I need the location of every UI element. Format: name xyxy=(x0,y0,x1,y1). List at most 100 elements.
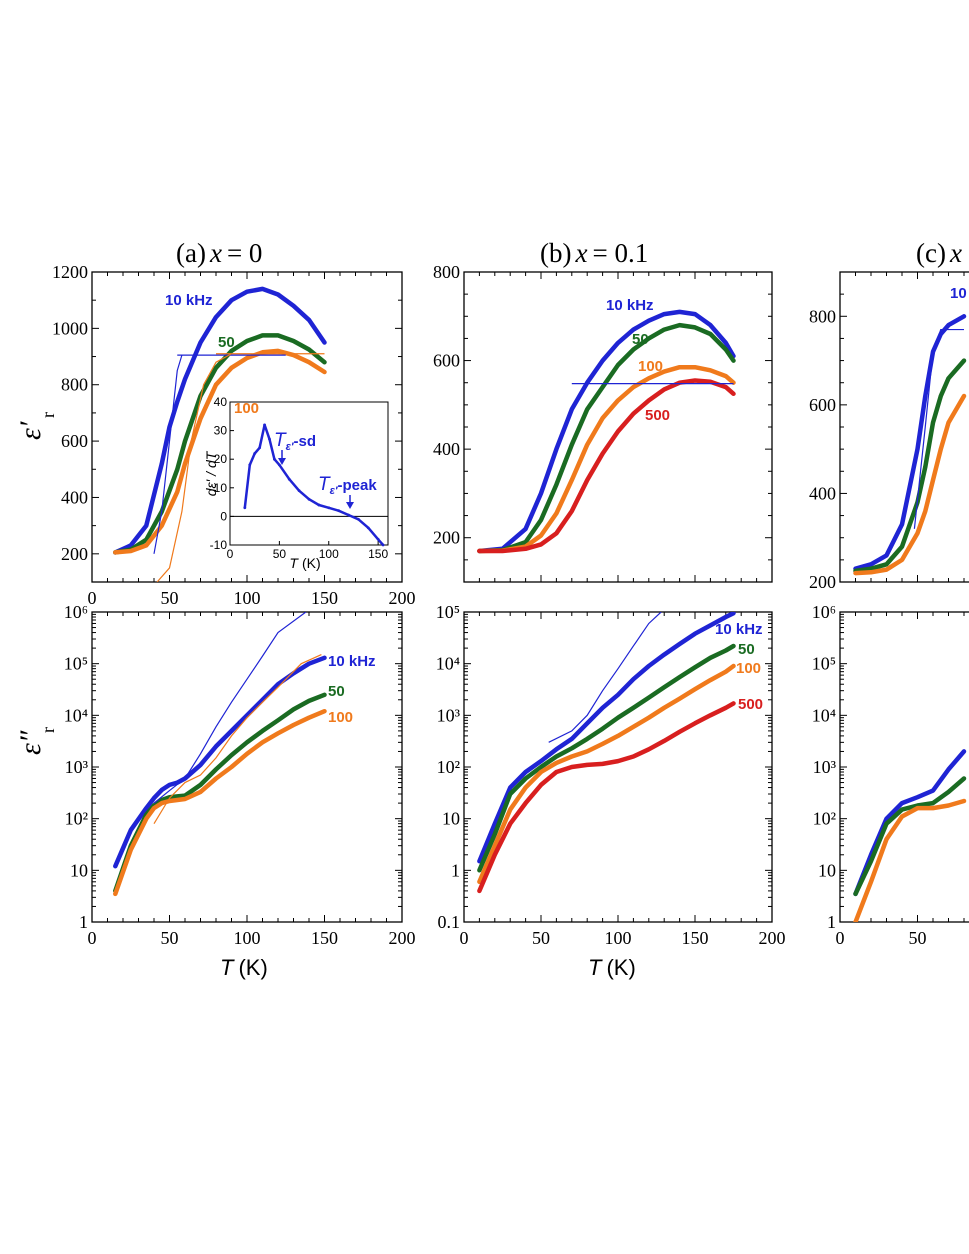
data-point xyxy=(923,465,927,469)
data-point xyxy=(585,443,589,447)
y-tick-label: 400 xyxy=(61,487,88,507)
data-point xyxy=(931,788,935,793)
inset-xlabel: T (K) xyxy=(289,555,320,571)
data-point xyxy=(129,848,133,852)
data-point xyxy=(183,439,187,443)
data-point xyxy=(724,385,728,389)
y-tick-label: 10³ xyxy=(65,757,89,777)
inset-data-point xyxy=(253,452,257,455)
b-imag-label-100: 100 xyxy=(736,660,761,677)
b-imag-label-10khz: 10 kHz xyxy=(715,621,763,638)
data-point xyxy=(647,747,651,751)
x-tick-label: 0 xyxy=(88,588,97,608)
data-point xyxy=(160,788,164,792)
data-point xyxy=(915,447,920,451)
data-point xyxy=(900,807,904,812)
inset-y-tick-label: 10 xyxy=(214,481,228,495)
data-point xyxy=(900,814,904,819)
y-tick-label: 800 xyxy=(433,262,460,282)
data-point xyxy=(167,425,172,429)
x-tick-label: 200 xyxy=(389,928,416,948)
data-point xyxy=(322,709,327,713)
data-point xyxy=(245,740,249,744)
data-point xyxy=(175,798,179,802)
data-point xyxy=(631,412,636,416)
data-point xyxy=(853,571,858,575)
data-point xyxy=(160,801,164,805)
data-point xyxy=(662,387,666,391)
a-real-ylabel-sub: r xyxy=(38,412,58,418)
data-point xyxy=(647,398,651,403)
data-point xyxy=(167,783,172,787)
data-point xyxy=(585,478,589,482)
y-tick-label: 800 xyxy=(809,306,836,326)
data-point xyxy=(539,518,543,522)
data-point xyxy=(631,754,636,759)
c-real-label-10: 10 xyxy=(950,285,967,302)
data-point xyxy=(129,828,133,832)
x-tick-label: 150 xyxy=(682,928,709,948)
data-point xyxy=(662,312,666,316)
b-real-label-100: 100 xyxy=(638,358,663,375)
arrow-peak-head xyxy=(346,502,354,509)
data-point xyxy=(493,822,497,826)
data-point xyxy=(129,543,133,547)
panel-b-imag: 0 50 100 150 200 0.1 1 10 10² 10³ 10⁴ 10⁵ xyxy=(436,602,786,948)
data-point xyxy=(554,770,559,774)
data-point xyxy=(554,761,559,765)
a-imag-label-100: 100 xyxy=(328,709,353,726)
data-point xyxy=(708,623,713,628)
series-line-10-kHz xyxy=(477,309,736,554)
y-tick-label: 200 xyxy=(433,528,460,548)
y-tick-label: 600 xyxy=(809,395,836,415)
data-point xyxy=(900,558,904,562)
data-point xyxy=(307,716,311,720)
inset-data-point xyxy=(347,513,350,517)
a-real-ylabel: ε′ xyxy=(14,421,47,440)
data-point xyxy=(884,817,889,821)
data-point xyxy=(631,347,636,352)
data-point xyxy=(524,770,528,774)
data-point xyxy=(291,353,296,357)
data-point xyxy=(662,739,666,743)
inset-data-point xyxy=(277,463,281,467)
x-tick-label: 0 xyxy=(836,928,845,948)
data-point xyxy=(585,721,589,725)
data-point xyxy=(524,785,528,790)
data-point xyxy=(915,806,920,810)
inset-data-point xyxy=(376,537,380,541)
inset-y-tick-label: 0 xyxy=(220,509,227,523)
data-point xyxy=(477,859,481,863)
data-point xyxy=(884,568,889,572)
inset-x-tick-label: 50 xyxy=(273,547,287,561)
data-point xyxy=(229,765,234,769)
data-point xyxy=(724,648,728,653)
data-point xyxy=(539,765,543,769)
data-point xyxy=(962,776,966,781)
data-point xyxy=(554,447,559,451)
a-imag-label-10khz: 10 kHz xyxy=(328,653,376,670)
series-line-10-kHz xyxy=(477,612,736,864)
inset-data-point xyxy=(337,509,341,513)
data-point xyxy=(198,340,203,345)
data-point xyxy=(539,491,543,496)
data-point xyxy=(678,323,682,327)
data-point xyxy=(647,696,651,700)
y-tick-label: 1000 xyxy=(52,318,88,338)
data-point xyxy=(708,656,713,660)
panel-c-real: 200 400 600 800 xyxy=(809,271,969,592)
data-point xyxy=(647,664,651,668)
data-point xyxy=(260,740,265,744)
inset-x-tick-label: 150 xyxy=(368,547,388,561)
data-point xyxy=(647,376,651,380)
data-point xyxy=(570,754,574,759)
data-point xyxy=(144,817,148,821)
b-real-label-50: 50 xyxy=(632,331,649,348)
y-tick-label: 10² xyxy=(813,809,836,829)
data-point xyxy=(939,394,943,398)
data-point xyxy=(539,759,543,763)
data-point xyxy=(554,511,559,515)
data-point xyxy=(554,747,559,751)
inset-data-point xyxy=(268,437,271,441)
data-point xyxy=(724,341,728,345)
